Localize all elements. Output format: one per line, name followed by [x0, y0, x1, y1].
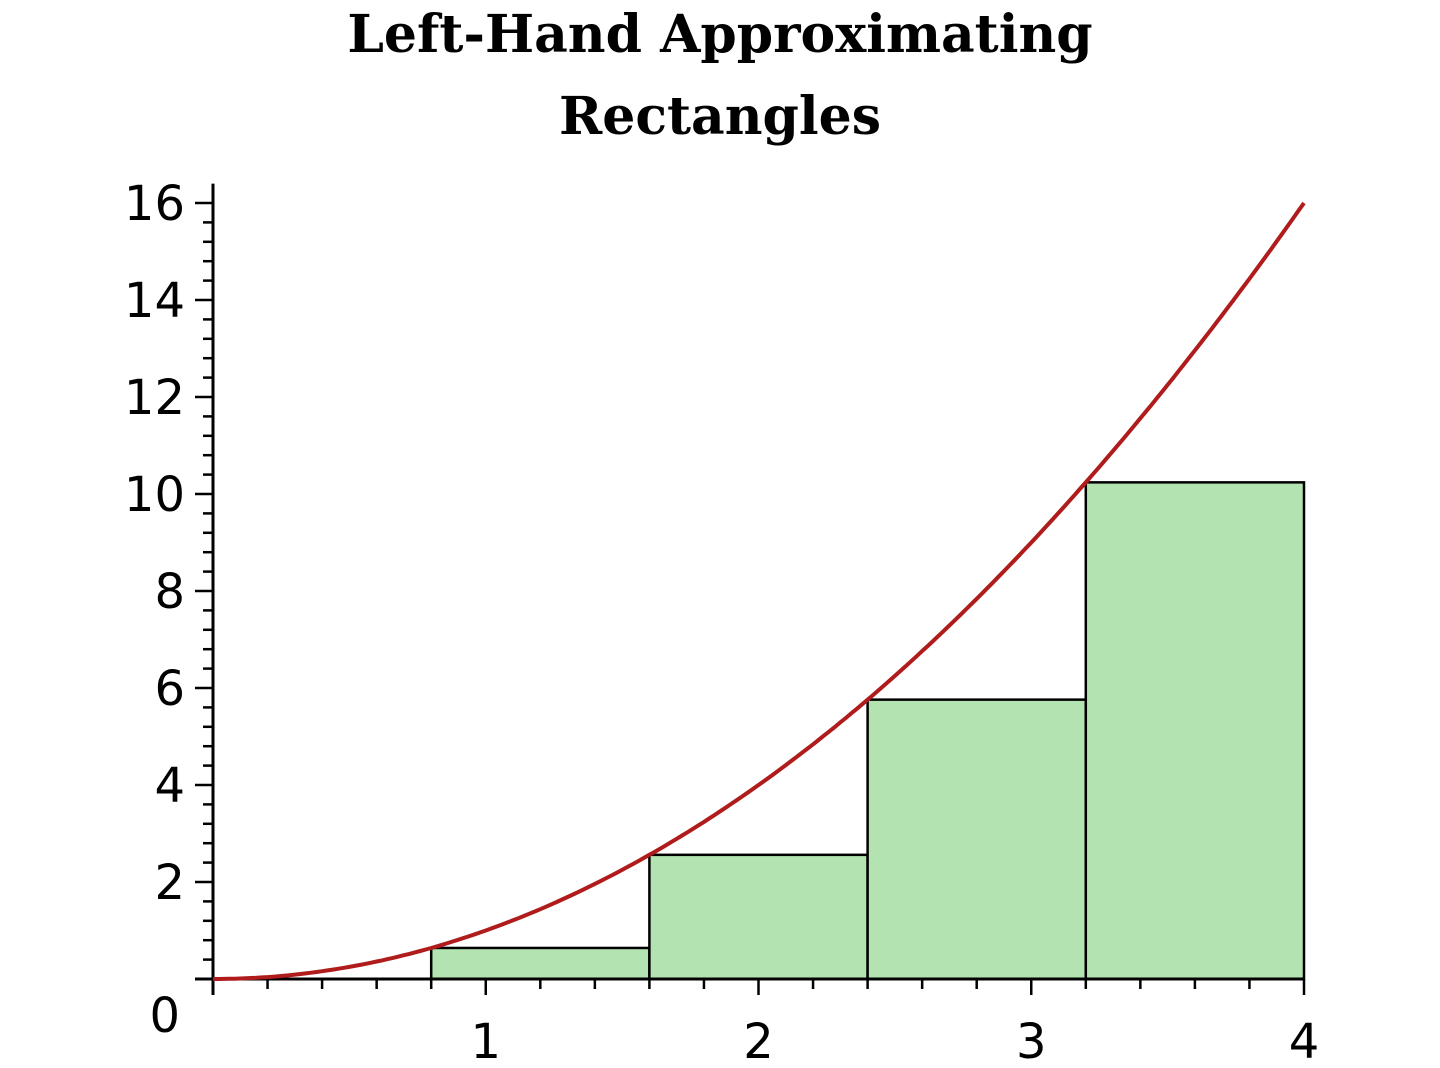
y-tick-label: 2 [154, 855, 185, 911]
y-tick-label: 6 [154, 661, 185, 717]
approx-rectangle [429, 946, 651, 981]
approx-rectangle [1084, 481, 1306, 981]
x-tick-label: 1 [470, 1014, 501, 1068]
y-tick-label: 8 [154, 564, 185, 620]
x-tick-label: 2 [743, 1014, 774, 1068]
chart-title-line-2: Rectangles [559, 86, 881, 147]
x-tick-label: 4 [1289, 1014, 1320, 1068]
y-tick-label: 0 [149, 988, 180, 1044]
y-tick-label: 4 [154, 758, 185, 814]
function-curve [213, 201, 1306, 981]
approx-rectangle [648, 853, 869, 981]
x-tick-label: 3 [1016, 1014, 1047, 1068]
chart-title-line-1: Left-Hand Approximating [347, 4, 1093, 65]
y-tick-label: 10 [124, 467, 185, 523]
y-tick-label: 14 [124, 273, 185, 329]
y-tick-label: 16 [124, 176, 185, 232]
y-tick-label: 12 [124, 370, 185, 426]
approx-rectangle [866, 698, 1088, 981]
